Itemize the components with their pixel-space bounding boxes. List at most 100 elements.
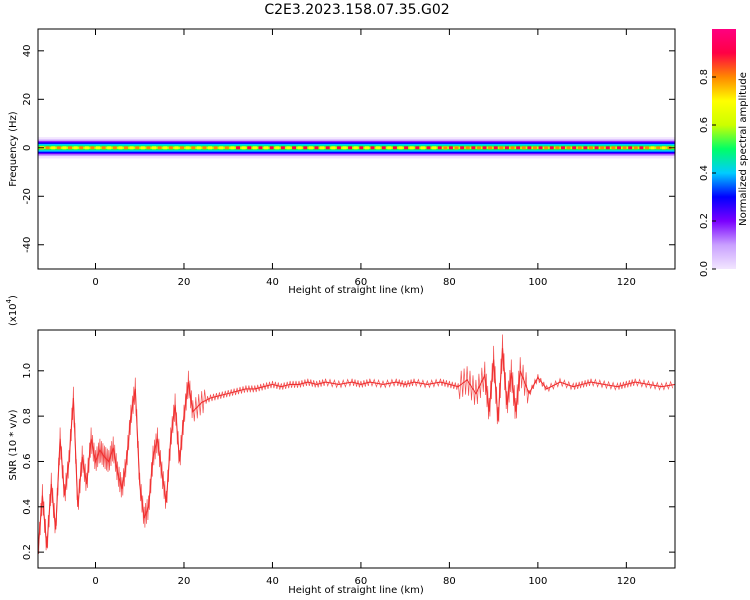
heatmap-speckle (404, 146, 409, 150)
heatmap-speckle (96, 146, 101, 150)
heatmap-speckle (325, 146, 330, 150)
snr-xtick-label: 80 (443, 576, 456, 587)
heatmap-speckle (583, 146, 588, 150)
heatmap-speckle (219, 146, 224, 150)
heatmap-speckle (454, 146, 459, 150)
heatmap-speckle (252, 146, 257, 150)
spectrogram-xtick-label: 20 (178, 277, 191, 288)
colorbar-tick-label: 0.2 (699, 213, 710, 229)
snr-exponent-close: ) (8, 295, 19, 299)
spectrogram-xtick-label: 80 (443, 277, 456, 288)
heatmap-speckle (460, 146, 465, 150)
colorbar-tick-label: 0.6 (699, 117, 710, 133)
heatmap-speckle (112, 146, 117, 150)
heatmap-speckle (644, 146, 649, 150)
spectrogram-ytick-label: 40 (22, 44, 33, 57)
heatmap-speckle (488, 146, 493, 150)
heatmap-speckle (185, 146, 190, 150)
heatmap-speckle (476, 146, 481, 150)
heatmap-speckle (180, 146, 185, 150)
heatmap-speckle (79, 146, 84, 150)
snr-xtick-label: 0 (92, 576, 98, 587)
heatmap-speckle (471, 146, 476, 150)
snr-frame (37, 329, 676, 569)
heatmap-speckle (286, 146, 291, 150)
heatmap-speckle (303, 146, 308, 150)
heatmap-speckle (437, 146, 442, 150)
heatmap-speckle (577, 146, 582, 150)
heatmap-speckle (264, 146, 269, 150)
heatmap-speckle (56, 146, 61, 150)
heatmap-speckle (622, 146, 627, 150)
heatmap-speckle (320, 146, 325, 150)
heatmap-speckle (68, 146, 73, 150)
heatmap-speckle (538, 146, 543, 150)
heatmap-speckle (661, 146, 666, 150)
heatmap-speckle (555, 146, 560, 150)
colorbar-tick-label: 0.4 (699, 165, 710, 181)
snr-xlabel: Height of straight line (km) (288, 585, 424, 596)
spectrogram-xtick-label: 60 (355, 277, 368, 288)
heatmap-speckle (633, 146, 638, 150)
heatmap-speckle (247, 146, 252, 150)
spectrogram-ylabel: Frequency (Hz) (8, 111, 19, 187)
heatmap-speckle (465, 146, 470, 150)
heatmap-speckle (241, 146, 246, 150)
spectrogram-xtick-label: 0 (92, 277, 98, 288)
snr-ytick-label: 0.2 (22, 544, 33, 560)
heatmap-speckle (370, 146, 375, 150)
snr-exponent-base: (x10 (8, 303, 19, 326)
heatmap-speckle (381, 146, 386, 150)
heatmap-speckle (73, 146, 78, 150)
heatmap-speckle (196, 146, 201, 150)
heatmap-speckle (504, 146, 509, 150)
heatmap-speckle (168, 146, 173, 150)
heatmap-speckle (157, 146, 162, 150)
heatmap-speckle (51, 146, 56, 150)
heatmap-speckle (611, 146, 616, 150)
heatmap-speckle (202, 146, 207, 150)
heatmap-speckle (174, 146, 179, 150)
heatmap-speckle (224, 146, 229, 150)
heatmap-speckle (510, 146, 515, 150)
snr-axes: 0 20 40 60 80 100 120 0.2 0.4 0.6 0.8 1.0 (22, 330, 675, 587)
snr-ytick-label: 0.8 (22, 408, 33, 424)
heatmap-speckle (588, 146, 593, 150)
snr-line-layer (37, 334, 676, 555)
heatmap-speckle (415, 146, 420, 150)
heatmap-speckle (544, 146, 549, 150)
heatmap-speckle (521, 146, 526, 150)
snr-ylabel: SNR (10 * v/v) (8, 409, 19, 480)
heatmap-speckle (342, 146, 347, 150)
colorbar: 0.0 0.2 0.4 0.6 0.8 Normalized spectral ampl… (699, 29, 749, 277)
heatmap-speckle (560, 146, 565, 150)
snr-xtick-label: 40 (266, 576, 279, 587)
heatmap-speckle (146, 146, 151, 150)
heatmap-speckle (364, 146, 369, 150)
heatmap-speckle (572, 146, 577, 150)
heatmap-speckle (448, 146, 453, 150)
heatmap-speckle (628, 146, 633, 150)
heatmap-speckle (107, 146, 112, 150)
spectrogram-xtick-label: 120 (617, 277, 636, 288)
colorbar-tick-label: 0.0 (699, 261, 710, 277)
heatmap-speckle (213, 146, 218, 150)
heatmap-speckle (493, 146, 498, 150)
snr-series-noise (37, 334, 674, 555)
heatmap-speckle (392, 146, 397, 150)
heatmap-speckle (314, 146, 319, 150)
heatmap-speckle (230, 146, 235, 150)
snr-ytick-label: 0.6 (22, 454, 33, 470)
heatmap-speckle (236, 146, 241, 150)
heatmap-speckle (331, 146, 336, 150)
heatmap-speckle (269, 146, 274, 150)
heatmap-speckle (84, 146, 89, 150)
heatmap-speckle (208, 146, 213, 150)
spectrogram-panel: 0 20 40 60 80 100 120 -40 -20 0 20 40 Height of str… (8, 28, 676, 296)
heatmap-speckle (650, 146, 655, 150)
heatmap-speckle (348, 146, 353, 150)
spectrogram-ytick-label: 0 (22, 145, 33, 151)
heatmap-speckle (140, 146, 145, 150)
spectrogram-frame (37, 28, 676, 270)
heatmap-speckle (443, 146, 448, 150)
